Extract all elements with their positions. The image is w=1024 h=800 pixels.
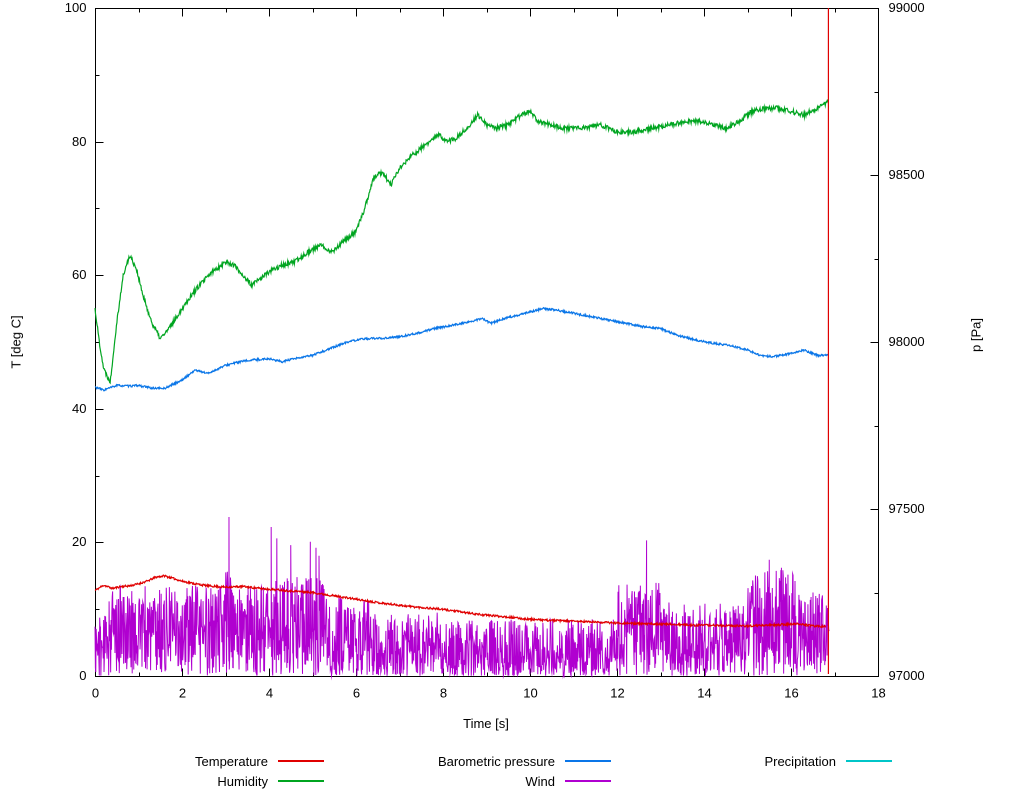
legend-entry-humidity: Humidity (128, 772, 324, 790)
legend-entry-precipitation: Precipitation (688, 752, 892, 770)
legend-line-sample-barometric-pressure (565, 760, 611, 762)
legend-label-humidity: Humidity (217, 773, 268, 789)
legend: Temperature Humidity Barometric pressure… (0, 744, 1024, 800)
legend-entry-wind: Wind (385, 772, 611, 790)
x-axis-label: Time [s] (463, 716, 509, 731)
y-axis-label-left: T [deg C] (8, 315, 24, 369)
legend-line-sample-temperature (278, 760, 324, 762)
legend-line-sample-wind (565, 780, 611, 782)
legend-line-sample-precipitation (846, 760, 892, 762)
legend-label-barometric-pressure: Barometric pressure (437, 753, 555, 769)
legend-entry-barometric-pressure: Barometric pressure (385, 752, 611, 770)
legend-entry-temperature: Temperature (128, 752, 324, 770)
legend-label-temperature: Temperature (195, 753, 268, 769)
legend-line-sample-humidity (278, 780, 324, 782)
legend-label-precipitation: Precipitation (764, 753, 836, 769)
legend-label-wind: Wind (525, 773, 555, 789)
y-axis-label-right: p [Pa] (968, 318, 984, 352)
